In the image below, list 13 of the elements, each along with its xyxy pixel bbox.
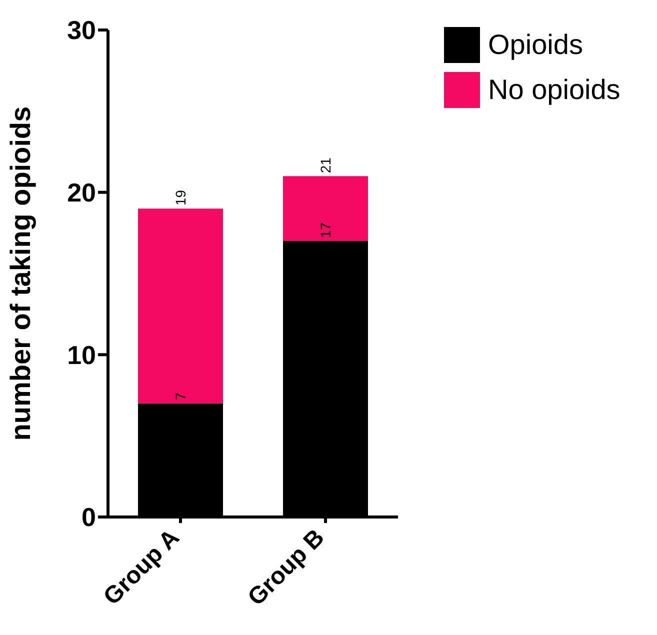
data-label: 7: [172, 392, 188, 400]
bar: [283, 176, 368, 242]
legend-label: No opioids: [488, 74, 620, 106]
y-tick-label: 10: [67, 340, 96, 370]
total-label: 21: [318, 157, 334, 174]
legend-label: Opioids: [488, 28, 583, 60]
y-tick-label: 30: [67, 15, 96, 46]
bar: [138, 208, 223, 404]
y-tick-label: 0: [82, 502, 96, 532]
y-axis-title: number of taking opioids: [4, 106, 36, 441]
total-label: 19: [172, 190, 188, 206]
data-label: 17: [318, 222, 334, 238]
y-tick-label: 20: [67, 178, 96, 208]
